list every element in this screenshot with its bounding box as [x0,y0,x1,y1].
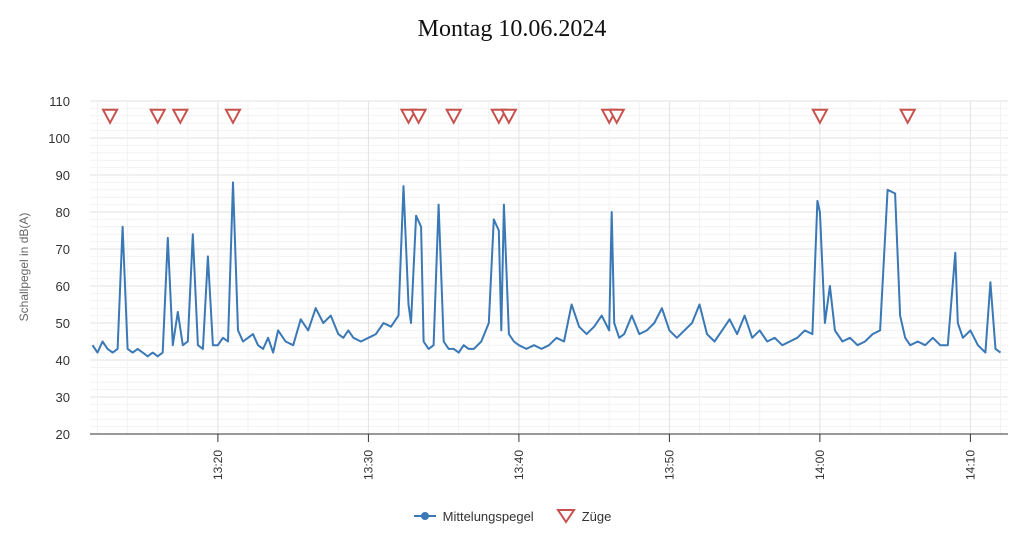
y-tick-label: 70 [56,242,70,257]
train-marker[interactable] [608,108,626,125]
train-marker[interactable] [500,108,518,125]
x-tick-label: 13:40 [512,450,526,480]
x-tick-label: 13:20 [211,450,225,480]
y-tick-label: 60 [56,279,70,294]
axes-layer: 20 30 40 50 60 70 80 90 100 110 13:20 13:30 13:40 13:… [48,94,1008,480]
triangle-down-icon [555,509,576,524]
train-marker[interactable] [490,108,508,125]
y-tick-label: 20 [56,427,70,442]
y-tick-label: 110 [49,94,70,109]
legend-item-mittelungspegel[interactable]: Mittelungspegel [413,509,534,524]
y-tick-label: 30 [56,390,70,405]
legend-label-mittelungspegel: Mittelungspegel [442,508,534,524]
train-marker[interactable] [409,108,428,125]
series-layer [91,108,1002,358]
y-tick-label: 100 [48,131,70,146]
chart-title: Montag 10.06.2024 [417,16,607,42]
train-marker[interactable] [171,108,189,125]
line-marker-icon [413,512,436,520]
train-marker[interactable] [399,108,418,125]
y-axis-label: Schallpegel in dB(A) [17,213,31,322]
train-marker[interactable] [224,108,242,125]
train-marker[interactable] [445,108,463,125]
x-tick-label: 14:10 [963,450,977,480]
y-tick-label: 40 [56,353,70,368]
x-tick-label: 13:30 [361,450,375,480]
train-marker[interactable] [898,108,917,125]
legend-label-zuege: Züge [581,508,612,524]
legend: Mittelungspegel Züge [0,508,1024,524]
x-tick-label: 13:50 [662,450,676,480]
train-marker[interactable] [101,108,119,125]
y-tick-label: 90 [56,168,70,183]
y-tick-label: 50 [56,316,70,331]
train-marker[interactable] [811,108,829,125]
legend-item-zuege[interactable]: Züge [555,508,612,524]
x-tick-label: 14:00 [813,450,827,480]
y-tick-label: 80 [56,205,70,220]
series-line-mittelungspegel [91,181,1002,358]
grid-layer [90,100,1008,435]
train-marker[interactable] [149,108,167,125]
